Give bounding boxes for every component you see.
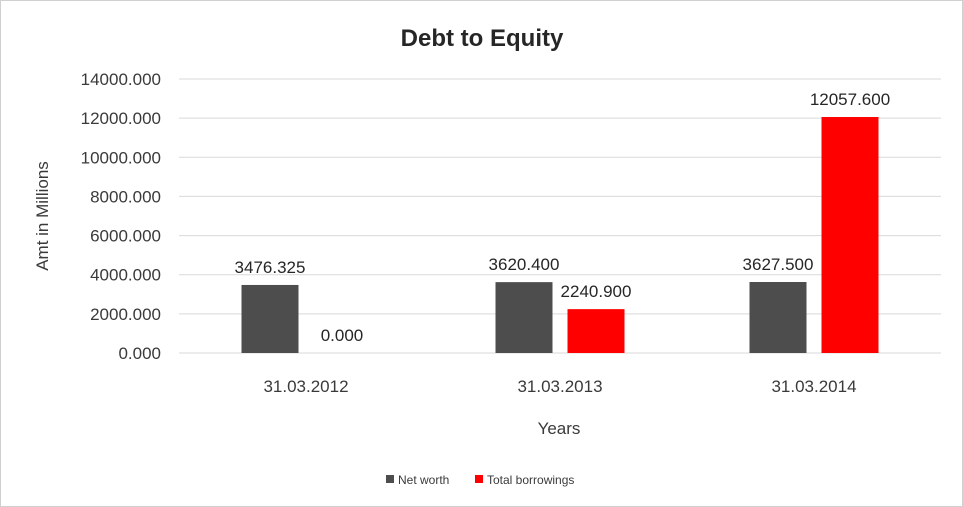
y-tick-label: 12000.000	[81, 109, 161, 128]
bar-total-borrowings	[567, 309, 625, 353]
x-tick-label: 31.03.2012	[263, 377, 348, 396]
data-label: 2240.900	[561, 282, 632, 301]
y-tick-label: 8000.000	[90, 187, 161, 206]
legend: Net worth Total borrowings	[386, 473, 574, 487]
y-tick-label: 2000.000	[90, 305, 161, 324]
legend-label: Total borrowings	[487, 473, 574, 487]
legend-label: Net worth	[398, 473, 449, 487]
y-tick-label: 0.000	[118, 344, 161, 363]
bars	[241, 117, 879, 354]
gridlines	[179, 78, 941, 354]
y-tick-label: 14000.000	[81, 70, 161, 89]
legend-swatch	[475, 475, 483, 483]
data-label: 3627.500	[743, 255, 814, 274]
bar-net-worth	[749, 282, 807, 353]
data-label: 0.000	[321, 326, 364, 345]
data-label: 3476.325	[235, 258, 306, 277]
legend-swatch	[386, 475, 394, 483]
y-tick-label: 10000.000	[81, 148, 161, 167]
y-axis-title: Amt in Millions	[33, 161, 52, 271]
x-tick-label: 31.03.2013	[517, 377, 602, 396]
data-label: 12057.600	[810, 90, 890, 109]
x-axis-ticks: 31.03.2012 31.03.2013 31.03.2014	[263, 377, 856, 396]
chart-title: Debt to Equity	[401, 25, 564, 52]
bar-net-worth	[241, 284, 299, 353]
bar-total-borrowings	[821, 117, 879, 354]
y-tick-label: 4000.000	[90, 266, 161, 285]
data-label: 3620.400	[489, 255, 560, 274]
x-tick-label: 31.03.2014	[771, 377, 856, 396]
bar-net-worth	[495, 282, 553, 353]
y-axis-ticks: 0.000 2000.000 4000.000 6000.000 8000.000 100…	[81, 70, 161, 363]
y-tick-label: 6000.000	[90, 227, 161, 246]
x-axis-title: Years	[538, 419, 581, 438]
